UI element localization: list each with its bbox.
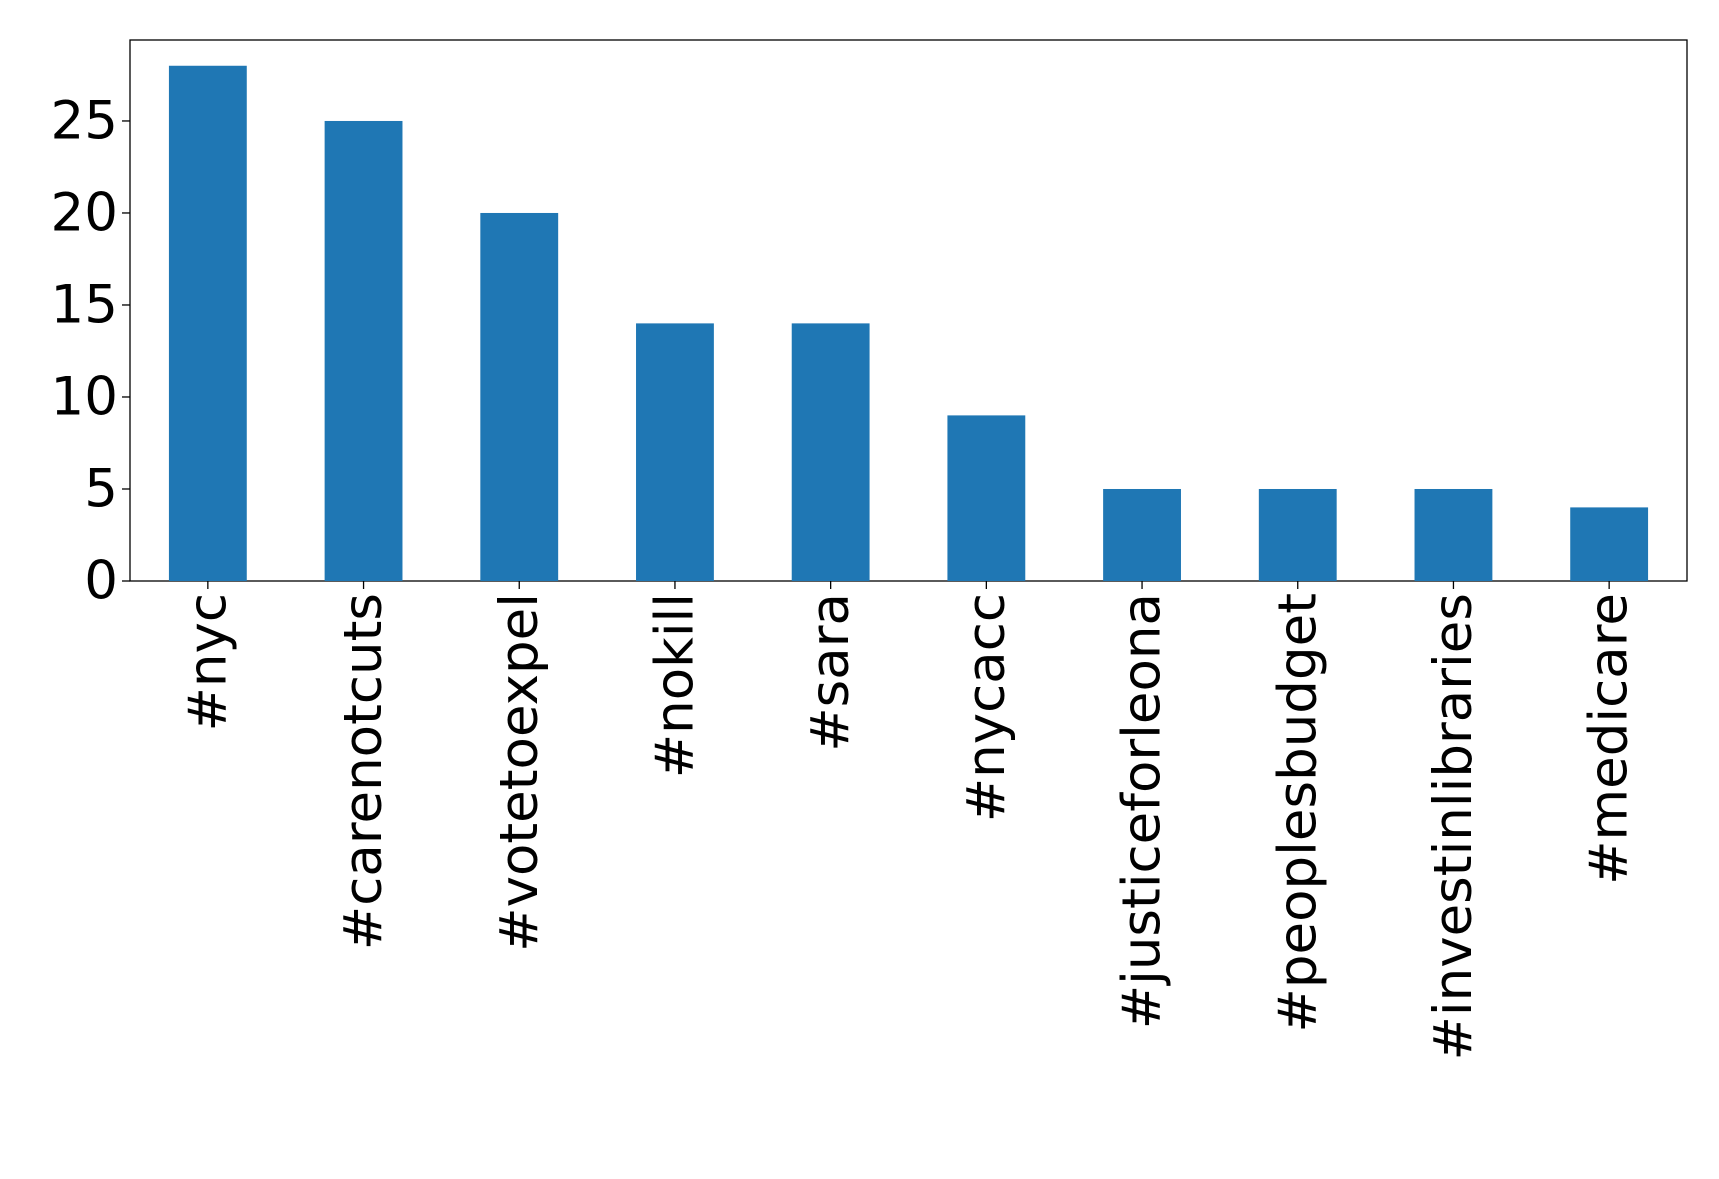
y-tick-label: 10 <box>51 366 118 427</box>
x-tick-label: #votetoexpel <box>489 593 550 952</box>
bar <box>1570 507 1649 581</box>
y-tick-label: 20 <box>51 182 118 243</box>
plot-frame <box>129 39 1688 582</box>
bar <box>324 120 403 581</box>
bar <box>636 323 714 581</box>
y-tick-label: 0 <box>84 551 118 612</box>
bar <box>1103 488 1181 581</box>
x-tick-label: #justiceforleona <box>1112 593 1173 1029</box>
x-tick-label: #nokill <box>644 593 705 778</box>
bar <box>1414 488 1493 581</box>
x-tick-label: #investinlibraries <box>1423 593 1484 1061</box>
y-tick-label: 15 <box>51 274 118 335</box>
bar <box>168 65 247 581</box>
y-tick-label: 5 <box>84 458 118 519</box>
x-tick-label: #nyc <box>177 593 238 732</box>
x-tick-label: #medicare <box>1579 593 1640 885</box>
x-tick-label: #peoplesbudget <box>1267 593 1328 1033</box>
x-tick-label: #sara <box>800 593 861 752</box>
x-tick-label: #nycacc <box>956 593 1017 822</box>
bar <box>1258 488 1337 581</box>
x-tick-label: #carenotcuts <box>333 593 394 950</box>
bar <box>791 323 870 581</box>
bar <box>947 415 1026 581</box>
bar <box>480 212 559 582</box>
y-tick-label: 25 <box>51 90 118 151</box>
